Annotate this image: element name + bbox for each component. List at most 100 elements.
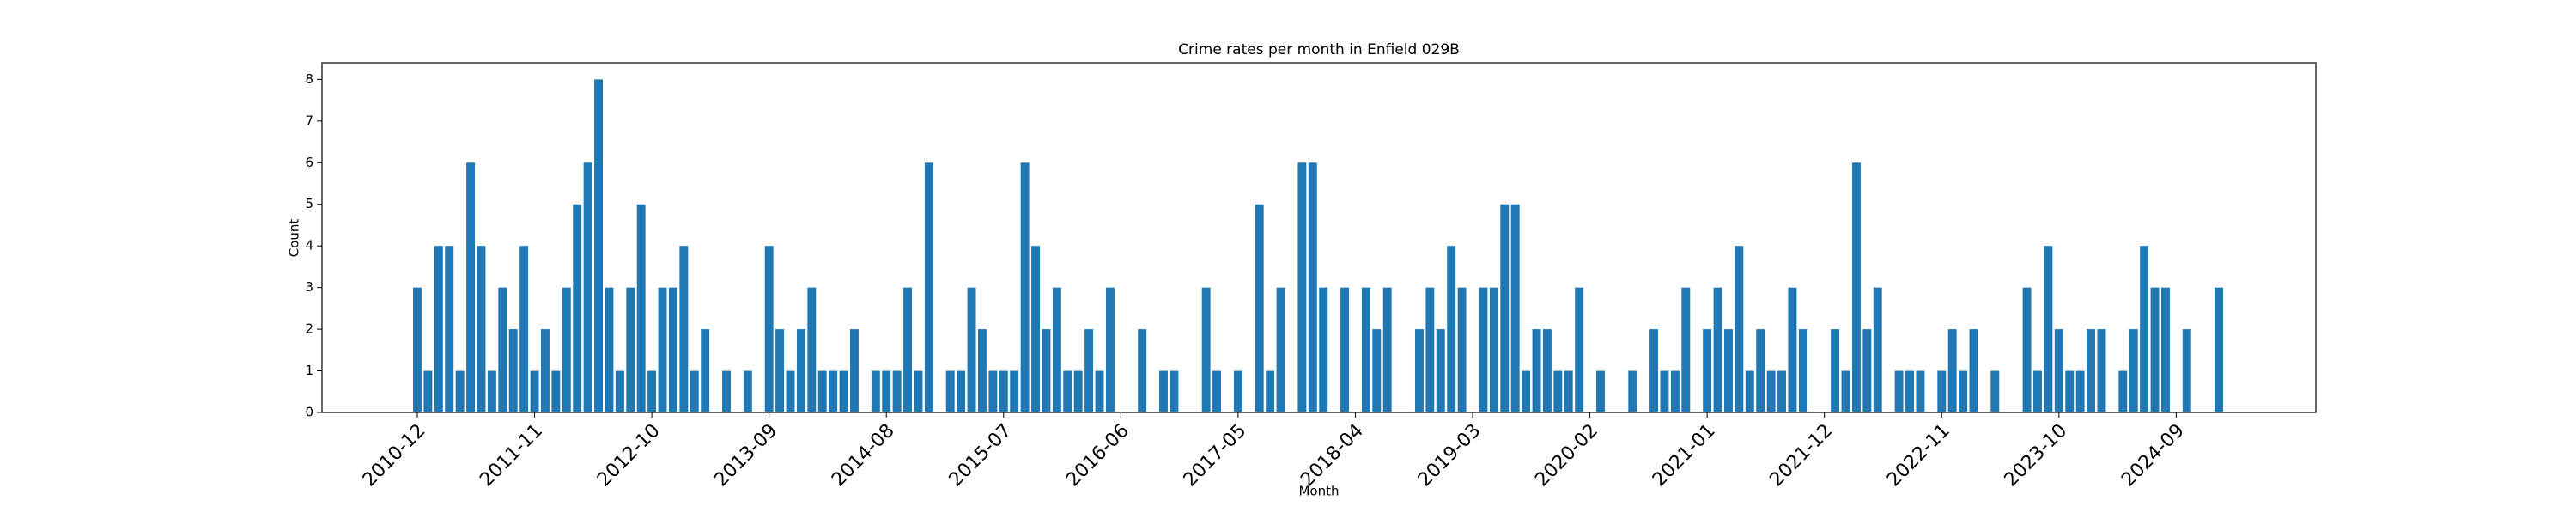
bar [1233,370,1242,412]
bar [743,370,752,412]
bar [1553,370,1563,412]
bar [1414,329,1424,412]
bar [551,370,561,412]
bar [1212,370,1222,412]
bar [977,329,987,412]
bar [615,370,624,412]
bar [1745,370,1754,412]
bar [1681,287,1691,412]
bar [1522,370,1531,412]
bar [2033,370,2042,412]
bar [775,329,785,412]
bar [1276,287,1285,412]
bar [1319,287,1328,412]
bar [1084,329,1094,412]
bar [1447,246,1456,412]
y-axis-label: Count [287,219,302,258]
bar [1628,370,1637,412]
bar [1713,287,1722,412]
bar [455,370,465,412]
bar [1159,370,1168,412]
bar [796,329,805,412]
bar [2215,287,2223,412]
bar [1766,370,1776,412]
bar [626,287,635,412]
y-tick-label: 2 [305,321,313,337]
bar [1425,287,1435,412]
bar [530,370,539,412]
bar [701,329,710,412]
bar [882,370,891,412]
bar [1063,370,1072,412]
bar [2054,329,2063,412]
bar [988,370,998,412]
bar [1095,370,1104,412]
bar [924,162,933,413]
bar [2022,287,2032,412]
bar [2129,329,2138,412]
bar [1788,287,1797,412]
bar [945,370,955,412]
bar [1031,246,1040,412]
bar [1500,204,1510,412]
bar [999,370,1008,412]
bar [1532,329,1541,412]
bar [1308,162,1317,413]
bar [2044,246,2053,412]
bar [647,370,657,412]
y-tick-label: 6 [305,155,313,170]
bar [1382,287,1392,412]
bar [1862,329,1872,412]
plot-frame [321,62,2317,413]
bar [2182,329,2191,412]
bar [1841,370,1850,412]
bar [690,370,699,412]
bar [807,287,817,412]
bar [1020,162,1030,413]
bar [1052,287,1061,412]
bar [1703,329,1712,412]
bar [850,329,859,412]
bar [1798,329,1807,412]
bar [957,370,966,412]
bar [2075,370,2085,412]
y-tick-label: 3 [305,279,313,295]
bar [871,370,880,412]
y-tick-label: 5 [305,196,313,211]
bar [540,329,550,412]
bar [1735,246,1744,412]
bar [967,287,976,412]
bar [434,246,443,412]
bar [1756,329,1765,412]
bar [1010,370,1019,412]
bar [1266,370,1275,412]
bar [1510,204,1520,412]
bar [722,370,731,412]
bar [1489,287,1498,412]
chart-title: Crime rates per month in Enfield 029B [1178,41,1460,58]
bar [892,370,902,412]
bar [636,204,646,412]
bar [1340,287,1350,412]
bar [658,287,667,412]
bar [1542,329,1552,412]
x-axis-label: Month [1298,484,1339,499]
bar [1969,329,1978,412]
bar [1670,370,1680,412]
bar [508,329,518,412]
bar [1457,287,1467,412]
bar [2065,370,2075,412]
bar [1170,370,1179,412]
bar [2097,329,2106,412]
y-tick-label: 8 [305,71,313,87]
bar [498,287,507,412]
bar [1905,370,1914,412]
bar [914,370,923,412]
bar [1255,204,1264,412]
bar [1564,370,1573,412]
bar [839,370,848,412]
bar [1894,370,1904,412]
bar [2150,287,2160,412]
y-tick-label: 0 [305,405,313,420]
